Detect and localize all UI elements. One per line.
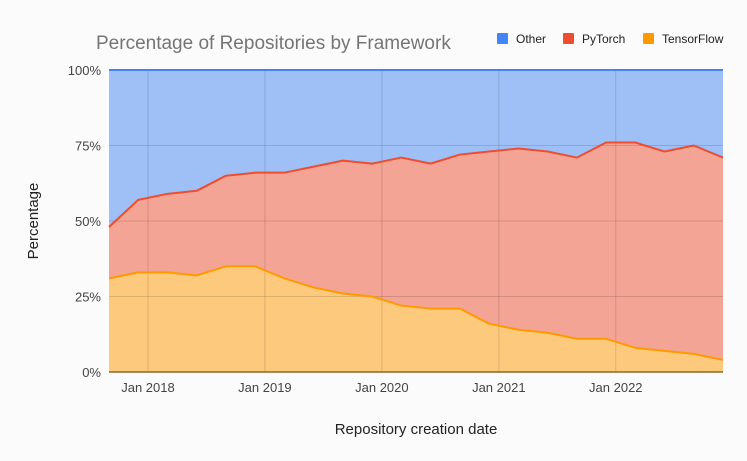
y-tick-label: 25% [75,290,101,305]
y-tick-label: 75% [75,139,101,154]
legend-label-pytorch: PyTorch [582,32,625,46]
x-tick-label: Jan 2021 [472,380,526,395]
x-axis-label: Repository creation date [335,421,498,438]
legend-swatch-other [497,33,508,44]
gridlines [109,70,723,373]
line-tensorflow [108,265,724,361]
x-tick-label: Jan 2019 [238,380,292,395]
x-tick-label: Jan 2022 [589,380,643,395]
legend-label-tensorflow: TensorFlow [662,32,724,46]
x-tick-label: Jan 2020 [355,380,409,395]
y-tick-label: 50% [75,214,101,229]
x-axis: Jan 2018 Jan 2019 Jan 2020 Jan 2021 Jan 2022 [121,380,642,395]
line-pytorch [108,141,724,228]
legend-label-other: Other [516,32,546,46]
y-axis: 0% 25% 50% 75% 100% [68,63,102,380]
area-pytorch [109,142,723,360]
legend-swatch-tensorflow [643,33,654,44]
plot-area [109,70,723,372]
y-tick-label: 100% [68,63,102,78]
area-other [109,70,723,228]
chart-title: Percentage of Repositories by Framework [96,33,451,54]
series-lines [108,69,724,361]
legend: Other PyTorch TensorFlow [497,32,724,46]
y-tick-label: 0% [82,365,101,380]
y-axis-label: Percentage [25,183,42,260]
legend-swatch-pytorch [563,33,574,44]
x-tick-label: Jan 2018 [121,380,175,395]
area-tensorflow [109,266,723,372]
